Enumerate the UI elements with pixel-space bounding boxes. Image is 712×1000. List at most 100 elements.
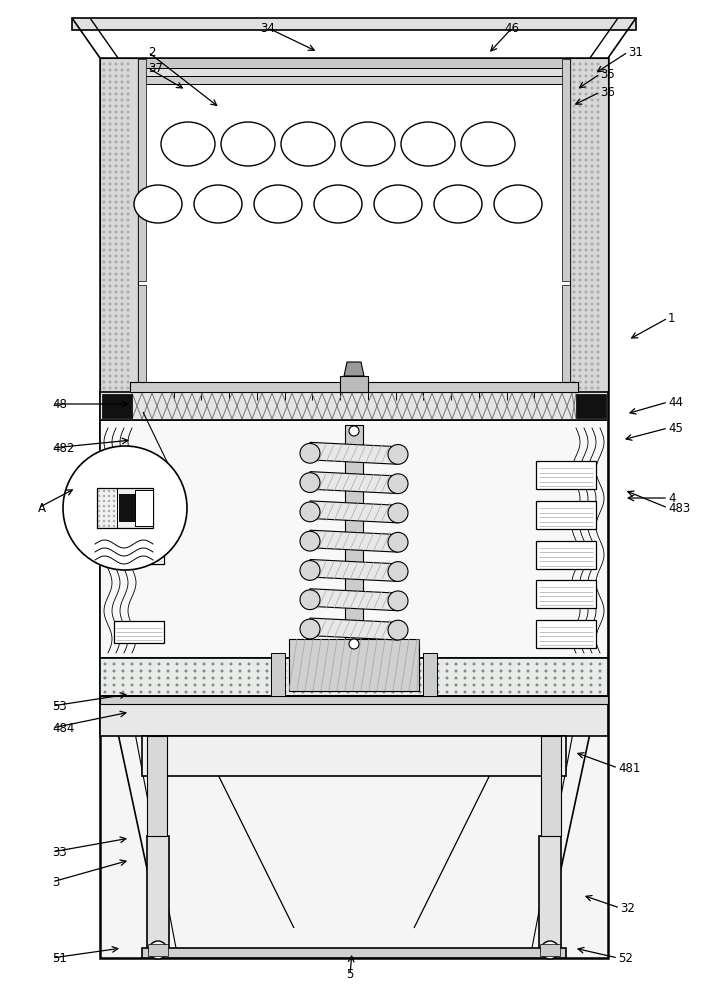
Circle shape — [221, 676, 224, 680]
Circle shape — [103, 134, 105, 137]
Bar — [536, 580, 596, 608]
Circle shape — [167, 676, 169, 680]
Circle shape — [275, 662, 278, 666]
Circle shape — [127, 242, 130, 245]
Circle shape — [120, 128, 123, 131]
Circle shape — [578, 272, 582, 275]
Circle shape — [374, 670, 377, 672]
Circle shape — [590, 176, 594, 180]
Circle shape — [454, 662, 458, 666]
Circle shape — [365, 676, 367, 680]
Text: 484: 484 — [52, 722, 74, 734]
Circle shape — [572, 122, 575, 125]
Circle shape — [175, 690, 179, 694]
Circle shape — [597, 320, 600, 324]
Circle shape — [157, 670, 160, 672]
Circle shape — [337, 690, 340, 694]
Circle shape — [436, 670, 439, 672]
Bar — [114, 542, 164, 564]
Circle shape — [585, 351, 587, 354]
Ellipse shape — [281, 122, 335, 166]
Circle shape — [562, 684, 565, 686]
Circle shape — [409, 690, 412, 694]
Circle shape — [122, 684, 125, 686]
Circle shape — [526, 676, 530, 680]
Circle shape — [578, 176, 582, 180]
Circle shape — [103, 326, 105, 330]
Circle shape — [120, 357, 123, 360]
Circle shape — [184, 670, 187, 672]
Circle shape — [597, 278, 600, 282]
Circle shape — [293, 684, 295, 686]
Circle shape — [248, 670, 251, 672]
Circle shape — [491, 684, 493, 686]
Circle shape — [572, 75, 575, 78]
Circle shape — [120, 164, 123, 167]
Circle shape — [597, 314, 600, 318]
Bar — [97, 488, 117, 528]
Circle shape — [98, 505, 100, 507]
Ellipse shape — [388, 503, 408, 523]
Circle shape — [585, 308, 587, 312]
Circle shape — [127, 87, 130, 90]
Circle shape — [491, 676, 493, 680]
Circle shape — [127, 200, 130, 204]
Circle shape — [590, 207, 594, 210]
Circle shape — [127, 62, 130, 66]
Circle shape — [464, 662, 466, 666]
Circle shape — [103, 248, 105, 251]
Circle shape — [535, 684, 538, 686]
Circle shape — [122, 676, 125, 680]
Circle shape — [585, 128, 587, 131]
Circle shape — [103, 351, 105, 354]
Circle shape — [436, 684, 439, 686]
Circle shape — [103, 386, 105, 389]
Circle shape — [103, 68, 105, 72]
Circle shape — [120, 146, 123, 149]
Circle shape — [382, 670, 385, 672]
Circle shape — [149, 670, 152, 672]
Circle shape — [500, 684, 503, 686]
Polygon shape — [310, 618, 398, 640]
Circle shape — [229, 670, 233, 672]
Circle shape — [597, 368, 600, 371]
Circle shape — [382, 662, 385, 666]
Circle shape — [580, 670, 584, 672]
Circle shape — [103, 525, 105, 527]
Circle shape — [310, 690, 313, 694]
Circle shape — [115, 140, 117, 143]
Circle shape — [115, 302, 117, 306]
Circle shape — [127, 362, 130, 365]
Circle shape — [127, 134, 130, 137]
Circle shape — [590, 338, 594, 342]
Circle shape — [585, 374, 587, 377]
Circle shape — [108, 515, 110, 517]
Circle shape — [115, 332, 117, 336]
Circle shape — [585, 200, 587, 204]
Circle shape — [365, 684, 367, 686]
Circle shape — [103, 495, 105, 497]
Circle shape — [127, 194, 130, 198]
Circle shape — [115, 182, 117, 186]
Circle shape — [590, 200, 594, 204]
Circle shape — [115, 207, 117, 210]
Circle shape — [115, 272, 117, 275]
Circle shape — [115, 266, 117, 269]
Circle shape — [597, 219, 600, 222]
Circle shape — [120, 134, 123, 137]
Circle shape — [112, 510, 115, 512]
Circle shape — [578, 314, 582, 318]
Circle shape — [578, 128, 582, 131]
Circle shape — [120, 219, 123, 222]
Circle shape — [108, 158, 112, 161]
Circle shape — [103, 81, 105, 84]
Circle shape — [585, 158, 587, 161]
Circle shape — [572, 93, 575, 96]
Circle shape — [103, 284, 105, 288]
Circle shape — [491, 670, 493, 672]
Circle shape — [127, 326, 130, 330]
Circle shape — [120, 296, 123, 300]
Circle shape — [115, 248, 117, 251]
Circle shape — [585, 362, 587, 365]
Circle shape — [355, 684, 359, 686]
